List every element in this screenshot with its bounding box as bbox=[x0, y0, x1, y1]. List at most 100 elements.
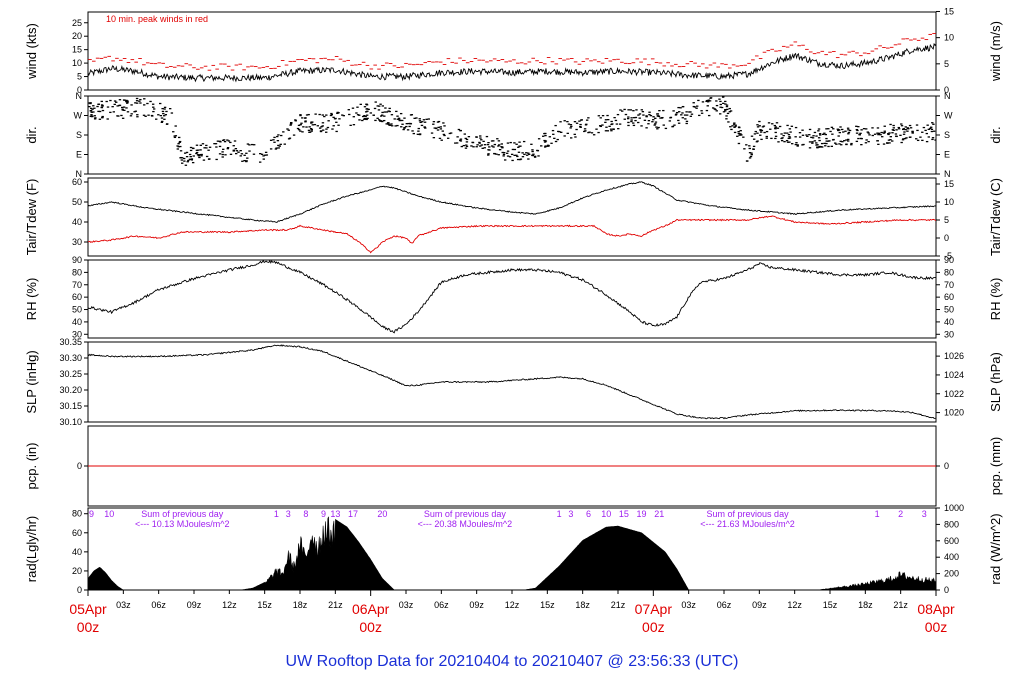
y-tick-label: N bbox=[76, 91, 83, 101]
y-tick-label: 20 bbox=[72, 31, 82, 41]
y-tick-label: 80 bbox=[72, 267, 82, 277]
y-tick-label: 40 bbox=[72, 217, 82, 227]
series-temp-1 bbox=[88, 215, 936, 254]
rad-hour-label: 3 bbox=[568, 509, 573, 519]
panel-frame-slp bbox=[87, 341, 937, 423]
y-tick-label-right: 30 bbox=[944, 329, 954, 339]
wind-annotation: 10 min. peak winds in red bbox=[106, 14, 208, 24]
y-axis-label-right-pcp: pcp. (mm) bbox=[988, 437, 1003, 496]
y-tick-label: 10 bbox=[72, 58, 82, 68]
y-tick-label-right: 5 bbox=[944, 59, 949, 69]
y-tick-label: S bbox=[76, 130, 82, 140]
y-tick-label-right: 15 bbox=[944, 179, 954, 189]
panel-pcp: 0 0 pcp. (in) pcp. (mm) bbox=[24, 425, 1003, 507]
rad-hour-label: 9 bbox=[89, 509, 94, 519]
rad-hour-label: 1 bbox=[557, 509, 562, 519]
y-tick-label: 40 bbox=[72, 547, 82, 557]
rad-hour-label: 17 bbox=[348, 509, 358, 519]
y-tick-label-right: 800 bbox=[944, 519, 959, 529]
y-tick-label-right: S bbox=[944, 130, 950, 140]
x-hour-label: 21z bbox=[611, 600, 626, 610]
x-hour-label: 12z bbox=[505, 600, 520, 610]
y-tick-label: 25 bbox=[72, 18, 82, 28]
series-line bbox=[88, 344, 936, 420]
y-tick-label: 30.20 bbox=[59, 385, 82, 395]
y-tick-label-right: 1022 bbox=[944, 389, 964, 399]
series-rh-0 bbox=[88, 260, 936, 334]
x-hour-label: 09z bbox=[752, 600, 767, 610]
y-tick-label-right: W bbox=[944, 111, 953, 121]
series-wind-0 bbox=[88, 42, 936, 83]
x-hour-label: 18z bbox=[575, 600, 590, 610]
y-tick-label: 50 bbox=[72, 305, 82, 315]
x-hour-label: 12z bbox=[787, 600, 802, 610]
y-axis-label-temp: Tair/Tdew (F) bbox=[24, 179, 39, 256]
x-hour-label: 09z bbox=[187, 600, 202, 610]
y-tick-label-right: 0 bbox=[944, 461, 949, 471]
y-axis-label-right-temp: Tair/Tdew (C) bbox=[988, 178, 1003, 256]
y-axis-label-rad: rad(Lgly/hr) bbox=[24, 516, 39, 582]
y-tick-label-right: 10 bbox=[944, 33, 954, 43]
rad-hour-label: 10 bbox=[601, 509, 611, 519]
panel-frame-temp bbox=[87, 177, 937, 257]
series-dir-0 bbox=[88, 96, 936, 166]
y-tick-label: 30 bbox=[72, 329, 82, 339]
rad-hour-label: 20 bbox=[377, 509, 387, 519]
rad-hour-label: 15 bbox=[619, 509, 629, 519]
rad-sum-title: Sum of previous day bbox=[141, 509, 224, 519]
rad-hour-label: 2 bbox=[898, 509, 903, 519]
y-tick-label: 30 bbox=[72, 237, 82, 247]
panel-rh: 30 40 50 60 70 80 90 30 40 50 60 70 80 90 RH (%) RH (%) bbox=[24, 255, 1003, 339]
y-tick-label: 0 bbox=[77, 585, 82, 595]
y-tick-label: 30.15 bbox=[59, 401, 82, 411]
x-day-hour: 00z bbox=[77, 619, 100, 635]
x-day-date: 08Apr bbox=[917, 601, 955, 617]
y-tick-label-right: 60 bbox=[944, 292, 954, 302]
y-axis-label-rh: RH (%) bbox=[24, 278, 39, 321]
y-tick-label-right: 5 bbox=[944, 215, 949, 225]
rad-sum-title: Sum of previous day bbox=[707, 509, 790, 519]
y-tick-label-right: 400 bbox=[944, 552, 959, 562]
x-day-date: 07Apr bbox=[635, 601, 673, 617]
x-day-hour: 00z bbox=[925, 619, 948, 635]
x-day-date: 06Apr bbox=[352, 601, 390, 617]
x-axis: 03z 06z 09z 12z 15z 18z 21z 03z 06z 09z 12z 15z 18z 2… bbox=[69, 590, 955, 635]
x-hour-label: 21z bbox=[893, 600, 908, 610]
y-tick-label: 30.10 bbox=[59, 417, 82, 427]
series-line bbox=[88, 181, 936, 223]
y-axis-label-dir: dir. bbox=[24, 126, 39, 143]
panel-frame-rh bbox=[87, 259, 937, 339]
x-day-date: 05Apr bbox=[69, 601, 107, 617]
y-axis-label-right-rad: rad (W/m^2) bbox=[988, 513, 1003, 584]
x-hour-label: 03z bbox=[681, 600, 696, 610]
x-hour-label: 06z bbox=[717, 600, 732, 610]
y-axis-label-pcp: pcp. (in) bbox=[24, 443, 39, 490]
x-hour-label: 03z bbox=[399, 600, 414, 610]
x-hour-label: 15z bbox=[540, 600, 555, 610]
series-slp-0 bbox=[88, 344, 936, 420]
panel-wind: 0 5 10 15 20 25 0 5 10 15 wind (kts) wind (m/s) 10 m… bbox=[24, 6, 1003, 95]
x-hour-label: 12z bbox=[222, 600, 237, 610]
rad-sum-value: <--- 10.13 MJoules/m^2 bbox=[135, 519, 230, 529]
y-tick-label-right: N bbox=[944, 169, 951, 179]
y-tick-label-right: 200 bbox=[944, 569, 959, 579]
y-tick-label-right: 90 bbox=[944, 255, 954, 265]
series-line bbox=[88, 215, 936, 254]
y-tick-label-right: E bbox=[944, 150, 950, 160]
series-line bbox=[88, 42, 936, 83]
y-tick-label: 90 bbox=[72, 255, 82, 265]
x-hour-label: 18z bbox=[293, 600, 308, 610]
y-tick-label: 60 bbox=[72, 528, 82, 538]
x-hour-label: 06z bbox=[434, 600, 449, 610]
y-tick-label-right: 40 bbox=[944, 317, 954, 327]
rad-hour-label: 3 bbox=[922, 509, 927, 519]
rad-hour-label: 9 bbox=[321, 509, 326, 519]
y-tick-label-right: 15 bbox=[944, 6, 954, 16]
rad-hour-label: 10 bbox=[104, 509, 114, 519]
y-tick-label-right: N bbox=[944, 91, 951, 101]
radiation-area bbox=[88, 516, 936, 590]
y-tick-label: 20 bbox=[72, 566, 82, 576]
rad-sum-title: Sum of previous day bbox=[424, 509, 507, 519]
